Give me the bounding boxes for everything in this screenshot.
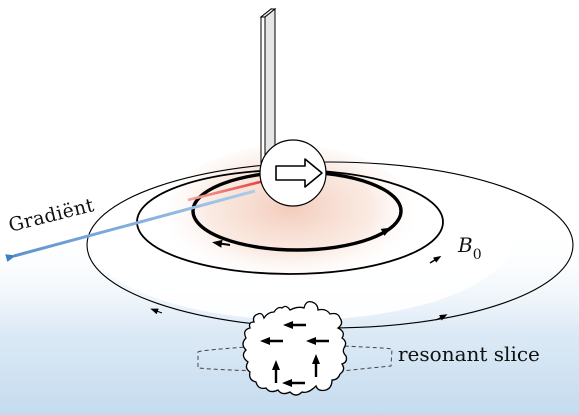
field-line-middle-arrow	[429, 255, 442, 264]
gradient-arrow	[5, 189, 256, 262]
red-field-segment	[187, 178, 269, 202]
right-arrow-icon	[275, 158, 323, 188]
field-line-outer-arrow-1	[435, 314, 448, 321]
field-line-inner-arrow-1	[212, 239, 231, 248]
b0-label-subscript: 0	[472, 247, 482, 263]
wire-post	[259, 7, 277, 165]
field-line-outer-arrow-2	[150, 308, 163, 315]
b0-label: B0	[458, 233, 482, 263]
b0-label-main: B	[458, 233, 473, 257]
sample-body	[242, 300, 348, 396]
center-glow	[165, 145, 415, 285]
resonant-slice	[197, 345, 393, 372]
resonant-slice-label: resonant slice	[398, 342, 540, 366]
field-line-inner-arrow-2	[375, 227, 392, 237]
spin-arrows	[260, 321, 329, 387]
